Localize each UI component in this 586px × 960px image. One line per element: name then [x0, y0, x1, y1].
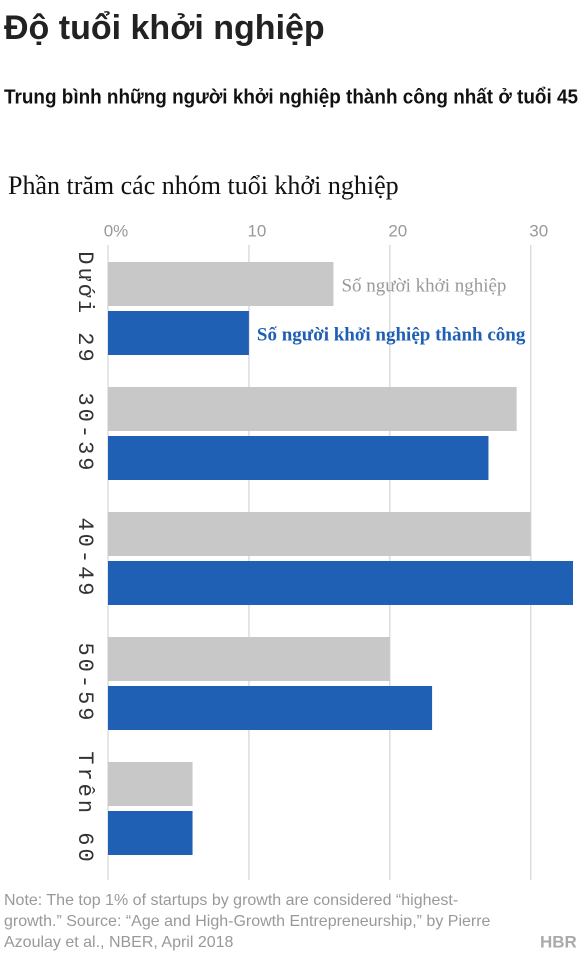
bar [108, 637, 390, 681]
category-label: 40-49 [72, 517, 97, 598]
bar [108, 686, 433, 730]
x-tick-label: 10 [247, 221, 266, 240]
note: Note: The top 1% of startups by growth a… [4, 892, 491, 951]
bar [108, 387, 517, 431]
chart-title: Phần trăm các nhóm tuổi khởi nghiệp [8, 171, 399, 200]
x-tick-label: 30 [529, 221, 548, 240]
bar [108, 811, 193, 855]
category-label: Dưới 29 [72, 251, 97, 364]
bar [108, 561, 573, 605]
category-label: Trên 60 [72, 751, 97, 864]
bar [108, 262, 334, 306]
subtitle: Trung bình những người khởi nghiệp thành… [4, 86, 578, 108]
series-label: Số người khởi nghiệp [341, 275, 506, 296]
page-title: Độ tuổi khởi nghiệp [4, 9, 325, 47]
bar [108, 512, 531, 556]
x-tick-label: 0% [104, 221, 129, 240]
category-label: 30-39 [72, 392, 97, 473]
logo: HBR [540, 932, 577, 951]
bar [108, 436, 489, 480]
bar [108, 762, 193, 806]
category-label: 50-59 [72, 642, 97, 723]
x-tick-label: 20 [388, 221, 407, 240]
note-box: Note: The top 1% of startups by growth a… [4, 892, 491, 951]
series-label: Số người khởi nghiệp thành công [257, 324, 526, 345]
bar [108, 311, 249, 355]
